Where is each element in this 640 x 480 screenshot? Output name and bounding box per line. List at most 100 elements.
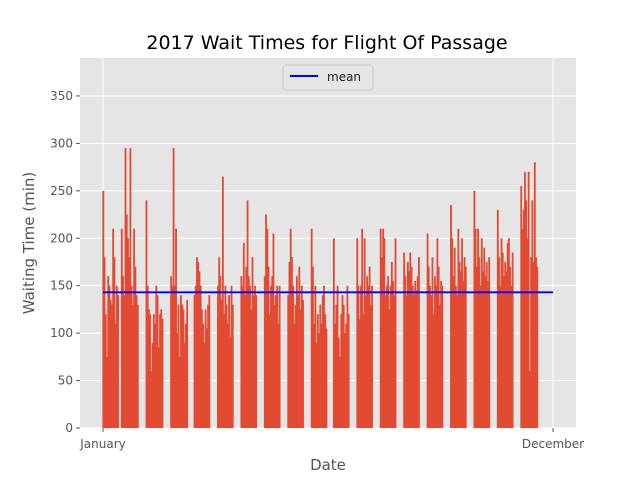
bar bbox=[361, 228, 364, 428]
bar bbox=[289, 228, 292, 428]
bar bbox=[156, 295, 159, 428]
bar bbox=[181, 304, 184, 428]
bar bbox=[496, 209, 499, 428]
bar bbox=[152, 314, 155, 428]
bar bbox=[368, 266, 371, 428]
bar bbox=[485, 261, 488, 428]
bar bbox=[240, 276, 243, 428]
bar bbox=[160, 309, 163, 428]
bar bbox=[406, 261, 409, 428]
bar bbox=[145, 200, 148, 428]
bar bbox=[266, 228, 269, 428]
bar bbox=[229, 337, 232, 428]
bar bbox=[441, 285, 444, 428]
bar bbox=[487, 280, 489, 428]
bar bbox=[183, 342, 186, 428]
bar bbox=[390, 261, 393, 428]
bar bbox=[416, 276, 419, 428]
y-tick-label: 300 bbox=[50, 136, 73, 150]
bar bbox=[273, 304, 276, 428]
bar bbox=[524, 171, 526, 428]
bar bbox=[393, 295, 396, 428]
bar bbox=[123, 295, 126, 428]
bar bbox=[347, 314, 350, 428]
bar bbox=[504, 261, 507, 428]
bar bbox=[488, 257, 491, 428]
y-tick-label: 150 bbox=[50, 279, 73, 293]
bar bbox=[344, 333, 346, 428]
bar bbox=[226, 323, 229, 428]
bar bbox=[510, 285, 513, 428]
bar bbox=[293, 323, 296, 428]
bar bbox=[172, 148, 175, 428]
bar bbox=[456, 295, 459, 428]
bar bbox=[225, 304, 228, 428]
bar bbox=[454, 285, 457, 428]
bar bbox=[231, 304, 234, 428]
y-tick-label: 350 bbox=[50, 89, 73, 103]
bar bbox=[154, 323, 156, 428]
bar bbox=[230, 285, 233, 428]
bar bbox=[107, 276, 110, 428]
bar bbox=[104, 314, 107, 428]
bar bbox=[411, 285, 414, 428]
bar bbox=[521, 228, 524, 428]
y-tick-label: 50 bbox=[58, 374, 73, 388]
y-tick-label: 250 bbox=[50, 184, 73, 198]
y-tick-label: 0 bbox=[65, 421, 73, 435]
bar bbox=[311, 266, 314, 428]
bar bbox=[125, 214, 128, 428]
bar bbox=[387, 276, 390, 428]
bar bbox=[500, 238, 503, 428]
bar bbox=[334, 323, 336, 428]
bar bbox=[319, 304, 322, 428]
bar bbox=[464, 266, 467, 428]
bar bbox=[530, 257, 533, 428]
bar bbox=[511, 252, 514, 428]
bar bbox=[194, 285, 197, 428]
bar bbox=[176, 333, 179, 428]
bar bbox=[389, 285, 392, 428]
bar bbox=[254, 285, 256, 428]
bar bbox=[383, 238, 386, 428]
y-axis-ticks: 0 50 100 150 200 250 300 350 bbox=[50, 89, 80, 435]
bar bbox=[367, 285, 370, 428]
bar bbox=[415, 290, 418, 428]
bar bbox=[429, 285, 431, 428]
bar bbox=[149, 314, 152, 428]
bar bbox=[250, 309, 253, 428]
y-axis-label: Waiting Time (min) bbox=[20, 172, 38, 315]
x-axis-ticks: January December bbox=[79, 428, 584, 451]
bar bbox=[461, 238, 463, 428]
bar bbox=[184, 323, 187, 428]
bar bbox=[475, 266, 478, 428]
bar bbox=[484, 276, 487, 428]
bar bbox=[434, 276, 436, 428]
bar bbox=[255, 295, 258, 428]
bar bbox=[291, 257, 293, 428]
bar bbox=[522, 209, 525, 428]
bar bbox=[175, 228, 177, 428]
bar bbox=[299, 309, 302, 428]
bar bbox=[155, 285, 158, 428]
bar bbox=[405, 295, 408, 428]
bar bbox=[159, 314, 161, 428]
bar bbox=[366, 276, 369, 428]
legend[interactable]: mean bbox=[282, 64, 374, 91]
bar bbox=[122, 276, 124, 428]
bar bbox=[270, 285, 272, 428]
bar bbox=[300, 285, 303, 428]
bar bbox=[427, 266, 430, 428]
bar bbox=[403, 252, 406, 428]
bar bbox=[408, 271, 410, 428]
bar bbox=[128, 257, 131, 428]
bar bbox=[337, 337, 340, 428]
bar bbox=[310, 228, 313, 428]
bar bbox=[277, 323, 280, 428]
bar bbox=[418, 257, 420, 428]
bar bbox=[381, 257, 383, 428]
bar bbox=[379, 228, 382, 428]
bar bbox=[316, 314, 319, 428]
bar bbox=[509, 266, 512, 428]
bar bbox=[508, 238, 510, 428]
